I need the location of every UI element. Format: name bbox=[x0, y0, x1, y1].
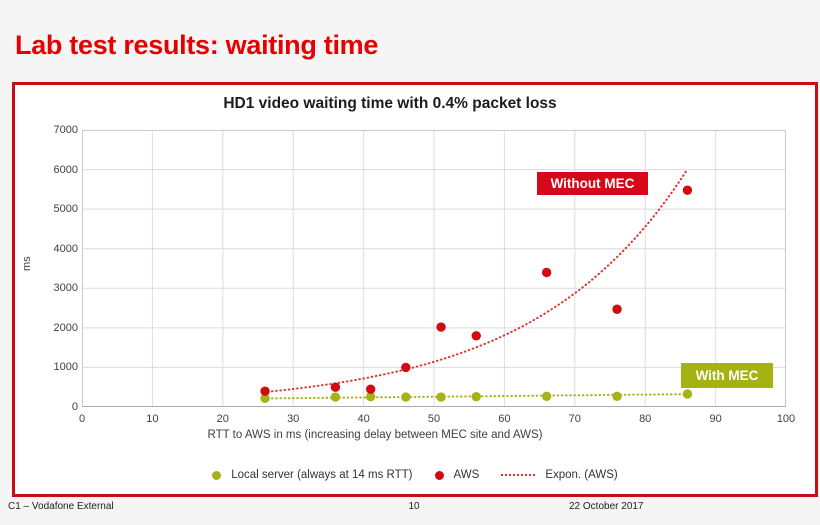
data-point-local bbox=[612, 391, 622, 402]
x-axis-title: RTT to AWS in ms (increasing delay betwe… bbox=[207, 429, 543, 441]
x-tick-label: 40 bbox=[357, 413, 370, 425]
x-tick-label: 80 bbox=[639, 413, 652, 425]
data-point-local bbox=[330, 392, 341, 402]
chart-panel: HD1 video waiting time with 0.4% packet … bbox=[12, 82, 818, 497]
data-point-aws bbox=[471, 331, 481, 341]
legend-label-local-server: Local server (always at 14 ms RTT) bbox=[231, 469, 413, 481]
trendline-expon-aws- bbox=[262, 168, 689, 394]
aws-dot-icon bbox=[434, 470, 444, 480]
plot-area bbox=[82, 130, 786, 407]
y-tick-label: 6000 bbox=[53, 163, 78, 176]
data-point-local bbox=[436, 392, 446, 402]
x-tick-label: 70 bbox=[568, 413, 581, 425]
data-point-aws bbox=[436, 322, 446, 332]
y-tick-label: 7000 bbox=[53, 124, 78, 136]
x-tick-label: 60 bbox=[498, 413, 511, 425]
data-point-aws bbox=[365, 384, 376, 394]
data-point-local bbox=[471, 392, 481, 402]
legend-item-local-server: Local server (always at 14 ms RTT) bbox=[212, 469, 413, 481]
data-point-local bbox=[260, 393, 270, 403]
data-point-local bbox=[365, 392, 376, 402]
y-tick-label: 4000 bbox=[53, 242, 78, 255]
footer-classification: C1 – Vodafone External bbox=[8, 501, 114, 512]
data-point-local bbox=[401, 392, 411, 402]
data-point-aws bbox=[682, 185, 693, 195]
y-tick-label: 2000 bbox=[53, 321, 78, 334]
legend-label-aws: AWS bbox=[453, 469, 480, 481]
x-tick-label: 30 bbox=[287, 413, 300, 425]
x-tick-label: 10 bbox=[146, 413, 159, 425]
local-server-dot-icon bbox=[212, 470, 222, 480]
data-point-aws bbox=[401, 362, 411, 373]
y-tick-label: 5000 bbox=[53, 203, 78, 216]
legend-label-expon-aws: Expon. (AWS) bbox=[545, 469, 618, 481]
y-tick-label: 3000 bbox=[53, 282, 78, 295]
x-tick-label: 90 bbox=[709, 413, 722, 425]
legend-item-expon-aws: Expon. (AWS) bbox=[501, 469, 618, 481]
x-tick-label: 50 bbox=[427, 413, 441, 425]
x-tick-label: 0 bbox=[78, 413, 86, 425]
footer-page-number: 10 bbox=[408, 501, 420, 512]
data-point-aws bbox=[612, 304, 622, 314]
data-point-aws bbox=[260, 386, 270, 396]
x-tick-label: 20 bbox=[216, 413, 229, 425]
legend: Local server (always at 14 ms RTT) AWS E… bbox=[15, 469, 815, 481]
x-tick-label: 100 bbox=[776, 413, 796, 425]
annotation-without-mec: Without MEC bbox=[537, 172, 648, 195]
y-tick-label: 0 bbox=[71, 401, 78, 413]
annotation-with-mec: With MEC bbox=[681, 363, 773, 388]
chart-title: HD1 video waiting time with 0.4% packet … bbox=[223, 95, 557, 112]
footer-date: 22 October 2017 bbox=[569, 501, 644, 512]
data-point-aws bbox=[330, 382, 341, 392]
data-point-local bbox=[682, 389, 693, 399]
y-tick-label: 1000 bbox=[53, 361, 78, 374]
data-point-local bbox=[541, 391, 552, 402]
slide-title: Lab test results: waiting time bbox=[15, 30, 379, 60]
data-point-aws bbox=[541, 267, 552, 278]
legend-item-aws: AWS bbox=[434, 469, 480, 481]
expon-trendline-icon bbox=[501, 474, 536, 476]
